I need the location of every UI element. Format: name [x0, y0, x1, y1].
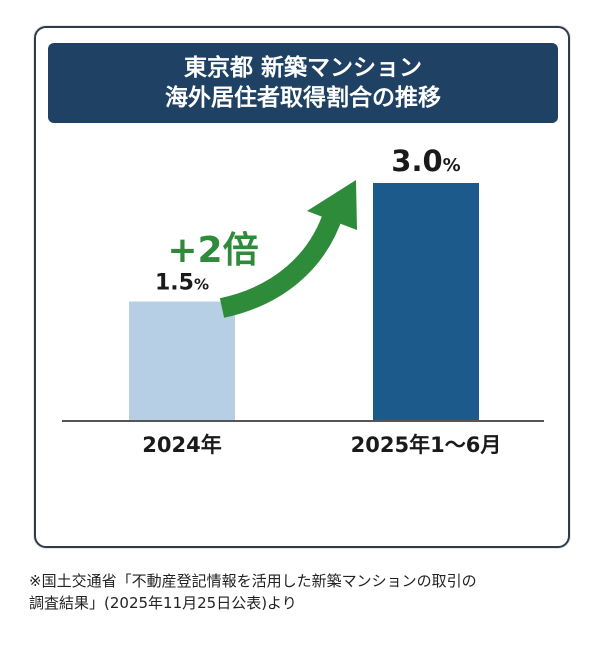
- footnote-line-1: ※国土交通省「不動産登記情報を活用した新築マンションの取引の: [29, 572, 477, 590]
- footnote-line-2: 調査結果」(2025年11月25日公表)より: [29, 594, 297, 612]
- x-tick-label-2: 2025年1〜6月: [351, 433, 502, 457]
- chart-title: 東京都 新築マンション 海外居住者取得割合の推移: [48, 43, 558, 123]
- bar-2: [373, 183, 479, 420]
- growth-arrow-body: [219, 208, 344, 318]
- bar-1: [129, 301, 235, 420]
- source-footnote: ※国土交通省「不動産登記情報を活用した新築マンションの取引の 調査結果」(202…: [29, 570, 574, 614]
- growth-arrow-head: [307, 180, 357, 230]
- growth-annotation: +2倍: [167, 230, 258, 271]
- bar-1-value-label: 1.5%: [155, 271, 209, 296]
- bar-2-value-label: 3.0%: [391, 144, 460, 178]
- chart-title-line-2: 海外居住者取得割合の推移: [165, 85, 441, 111]
- x-tick-label-1: 2024年: [142, 433, 221, 457]
- chart-title-line-1: 東京都 新築マンション: [183, 55, 422, 81]
- chart-card: 東京都 新築マンション 海外居住者取得割合の推移: [34, 26, 570, 548]
